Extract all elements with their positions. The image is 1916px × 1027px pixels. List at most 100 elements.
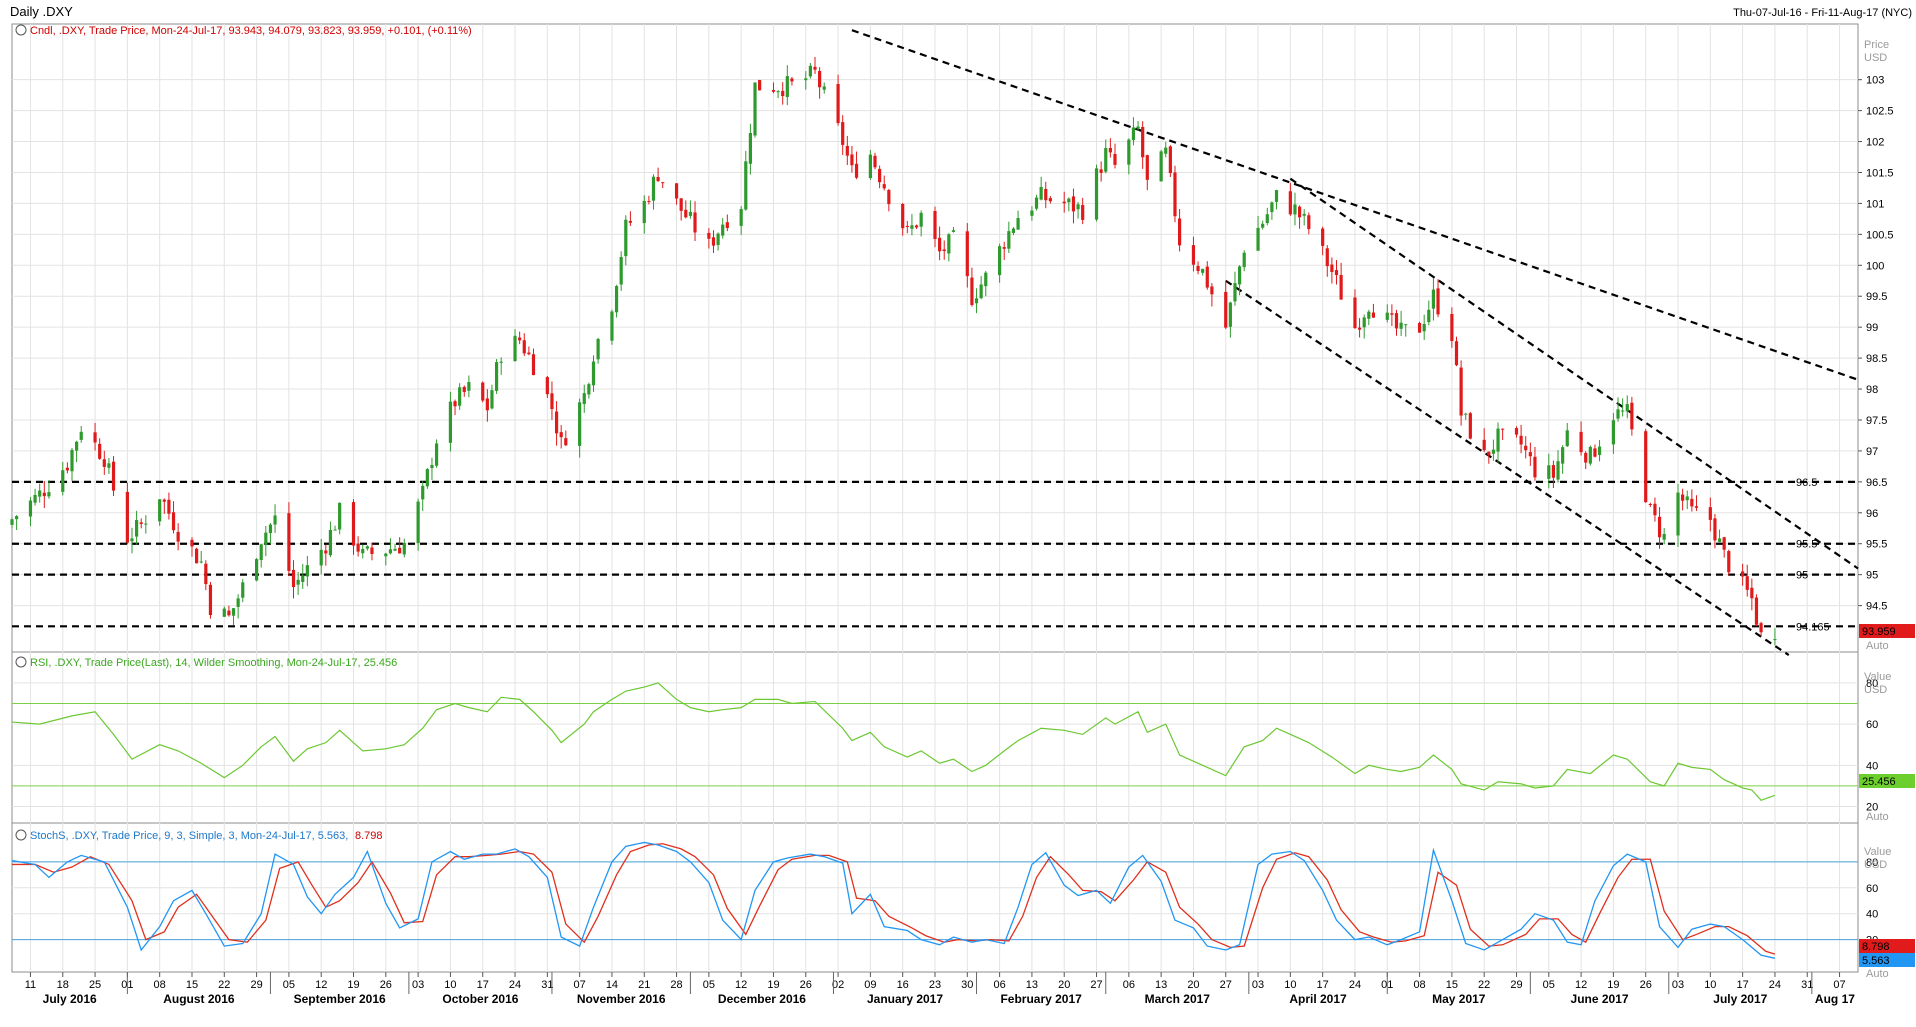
candle-body: [785, 76, 789, 98]
rsi-legend-text: RSI, .DXY, Trade Price(Last), 14, Wilder…: [30, 657, 397, 669]
candle-body: [1745, 576, 1749, 590]
candle-body: [75, 441, 79, 451]
candle-body: [591, 361, 596, 386]
stoch-legend-text-k: StochS, .DXY, Trade Price, 9, 3, Simple,…: [30, 830, 348, 842]
trendline[interactable]: [1289, 177, 1859, 570]
x-day-label: 05: [1543, 979, 1555, 991]
price-tick-label: 100.5: [1866, 229, 1894, 241]
candle-body: [499, 361, 503, 363]
stoch-d-line: [12, 843, 1776, 955]
candle-body: [47, 492, 51, 497]
candle-body: [841, 122, 845, 145]
x-day-label: 26: [380, 979, 392, 991]
candle-body: [1690, 498, 1694, 507]
candle-body: [93, 432, 97, 443]
rsi-tick-label: 60: [1866, 719, 1878, 731]
candle-body: [130, 538, 134, 542]
candle-body: [545, 377, 549, 395]
candle-body: [998, 246, 1002, 276]
trendline[interactable]: [851, 29, 1859, 381]
candle-body: [868, 154, 872, 179]
candle-body: [268, 524, 273, 534]
candle-body: [79, 431, 83, 440]
collapse-icon[interactable]: [15, 24, 27, 36]
x-day-label: 29: [1510, 979, 1522, 991]
candle-body: [384, 553, 388, 557]
candle-body: [139, 522, 143, 524]
x-day-label: 17: [477, 979, 489, 991]
candle-body: [361, 548, 365, 554]
candle-body: [905, 225, 909, 227]
candle-body: [1062, 201, 1066, 204]
stoch-legend-text-d: 8.798: [355, 830, 383, 842]
candle-body: [614, 286, 619, 313]
rsi-auto-label[interactable]: Auto: [1866, 811, 1889, 823]
rsi-last-tag-bg: [1859, 774, 1915, 788]
price-tick-label: 98: [1866, 384, 1878, 396]
candle-body: [171, 512, 176, 531]
candle-body: [1367, 311, 1371, 319]
candle-body: [227, 610, 231, 616]
collapse-icon[interactable]: [15, 656, 27, 668]
candle-body: [264, 532, 268, 545]
candle-body: [1104, 148, 1108, 172]
candle-body: [1417, 322, 1422, 333]
candle-body: [1237, 266, 1242, 285]
date-range: Thu-07-Jul-16 - Fri-11-Aug-17 (NYC): [1733, 7, 1912, 19]
price-legend: Cndl, .DXY, Trade Price, Mon-24-Jul-17, …: [15, 24, 472, 37]
candle-body: [1616, 409, 1620, 419]
candle-body: [1533, 456, 1537, 478]
rsi-axis-unit: USD: [1864, 684, 1887, 696]
candle-body: [1261, 223, 1265, 228]
x-day-label: 12: [315, 979, 327, 991]
candle-body: [1011, 228, 1016, 233]
candle-body: [462, 386, 466, 392]
candle-body: [1593, 448, 1597, 457]
candle-body: [725, 222, 729, 229]
price-tick-label: 95: [1866, 570, 1878, 582]
candle-body: [647, 200, 651, 202]
candle-body: [1708, 507, 1712, 520]
candle-body: [1099, 169, 1103, 173]
candle-body: [296, 579, 300, 585]
x-day-label: 06: [993, 979, 1005, 991]
trendline[interactable]: [1225, 279, 1790, 657]
level-label: 96.5: [1796, 477, 1817, 489]
candle-body: [1717, 538, 1722, 542]
candle-body: [836, 84, 840, 124]
candle-body: [587, 384, 591, 395]
candle-body: [1357, 327, 1362, 330]
stoch-auto-label[interactable]: Auto: [1866, 968, 1889, 980]
stoch-axis-title: Value: [1864, 846, 1891, 858]
collapse-icon[interactable]: [15, 829, 27, 841]
x-day-label: 20: [1187, 979, 1199, 991]
x-day-label: 06: [1123, 979, 1135, 991]
price-auto-label[interactable]: Auto: [1866, 640, 1889, 652]
candle-body: [1164, 147, 1168, 154]
level-label: 95: [1796, 570, 1808, 582]
candle-body: [1205, 266, 1209, 288]
candle-body: [1648, 504, 1652, 506]
candle-body: [628, 220, 633, 223]
candle-body: [1468, 413, 1472, 439]
candle-body: [1145, 155, 1149, 180]
rsi-tick-label: 40: [1866, 760, 1878, 772]
candle-body: [1464, 413, 1468, 415]
price-last-tag-bg: [1859, 624, 1915, 638]
rsi-legend: RSI, .DXY, Trade Price(Last), 14, Wilder…: [15, 656, 397, 669]
x-day-label: 22: [218, 979, 230, 991]
x-day-label: 09: [864, 979, 876, 991]
x-day-label: 12: [1575, 979, 1587, 991]
x-day-label: 10: [1704, 979, 1716, 991]
candle-body: [1722, 537, 1726, 550]
candle-body: [388, 549, 393, 554]
candle-body: [1514, 428, 1519, 435]
candle-body: [1565, 430, 1569, 447]
candle-body: [873, 155, 877, 168]
candle-body: [582, 393, 586, 405]
candle-body: [1321, 228, 1325, 246]
candle-body: [1048, 198, 1052, 202]
x-month-label: November 2016: [577, 992, 666, 1006]
candle-body: [513, 335, 517, 362]
